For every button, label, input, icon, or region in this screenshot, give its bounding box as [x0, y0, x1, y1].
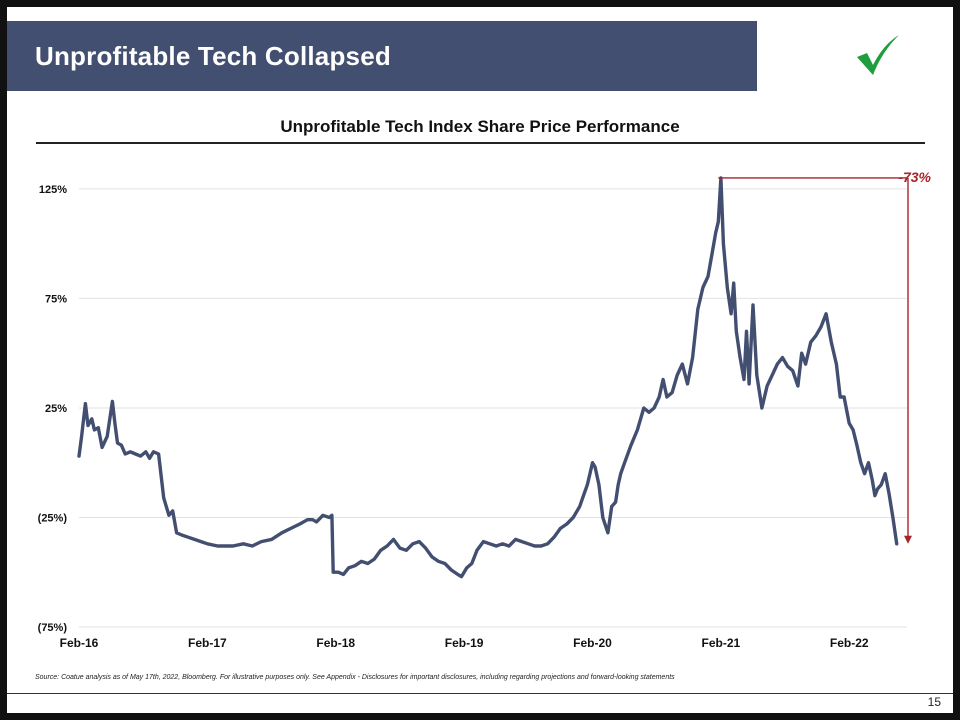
series-line [77, 176, 899, 579]
title-banner: Unprofitable Tech Collapsed [7, 21, 757, 91]
annotation-arrowhead [904, 535, 912, 544]
annotation-label: -73% [898, 169, 931, 185]
x-tick-label: Feb-18 [316, 636, 355, 650]
y-tick-label: 25% [45, 403, 67, 415]
x-tick-label: Feb-22 [830, 636, 869, 650]
y-tick-label: (25%) [38, 512, 68, 524]
slide: Unprofitable Tech Collapsed Unprofitable… [7, 7, 953, 713]
y-tick-label: 125% [39, 184, 67, 196]
y-tick-label: (75%) [38, 622, 68, 634]
source-footnote: Source: Coatue analysis as of May 17th, … [35, 674, 675, 681]
y-tick-label: 75% [45, 293, 67, 305]
x-tick-label: Feb-17 [188, 636, 227, 650]
slide-title: Unprofitable Tech Collapsed [35, 41, 391, 71]
line-chart: 125% 75% 25% (25%) (75%) Feb-16 Feb-17 Feb-18 Fe… [38, 169, 932, 650]
footer-divider [7, 693, 953, 694]
x-tick-label: Feb-16 [60, 636, 99, 650]
x-tick-label: Feb-21 [702, 636, 741, 650]
chart-title: Unprofitable Tech Index Share Price Perf… [280, 117, 680, 136]
checkmark-icon [857, 35, 899, 75]
x-tick-label: Feb-19 [445, 636, 484, 650]
x-tick-label: Feb-20 [573, 636, 612, 650]
page-number: 15 [927, 695, 941, 709]
title-divider [36, 142, 925, 144]
